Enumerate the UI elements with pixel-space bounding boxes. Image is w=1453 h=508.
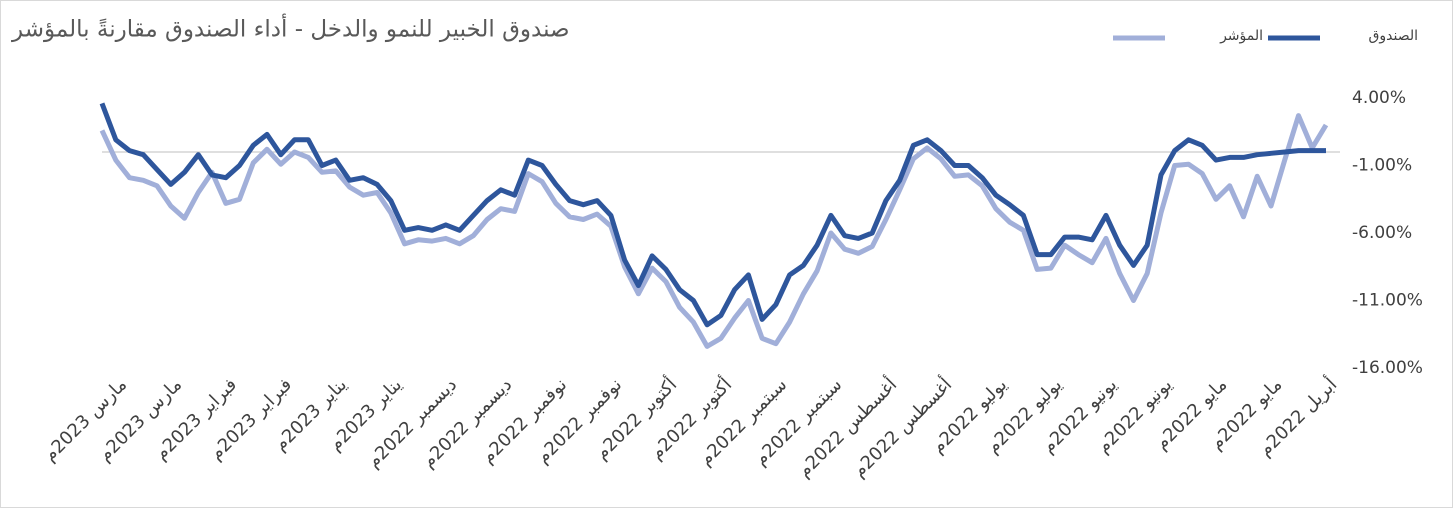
y-tick-label: 4.00% [1352, 88, 1406, 108]
legend-label: الصندوق [1369, 28, 1419, 44]
chart-title: صندوق الخبير للنمو والدخل - أداء الصندوق… [11, 14, 570, 43]
y-tick-label: -11.00% [1352, 291, 1423, 311]
y-tick-label: -6.00% [1352, 223, 1412, 243]
series-line [99, 113, 1329, 349]
y-tick-label: -1.00% [1352, 156, 1412, 176]
legend-label: المؤشر [1219, 28, 1263, 44]
y-tick-label: -16.00% [1352, 358, 1423, 378]
series-line [99, 102, 1326, 328]
